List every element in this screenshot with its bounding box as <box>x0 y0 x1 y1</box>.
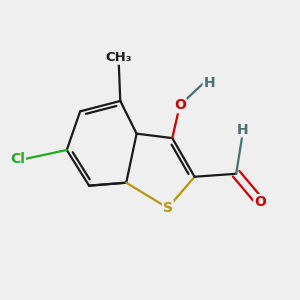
Text: H: H <box>236 123 248 136</box>
Text: O: O <box>254 195 266 209</box>
Text: H: H <box>203 76 215 90</box>
Text: Cl: Cl <box>10 152 25 166</box>
Text: S: S <box>163 201 173 215</box>
Text: CH₃: CH₃ <box>106 51 132 64</box>
Text: O: O <box>174 98 186 112</box>
